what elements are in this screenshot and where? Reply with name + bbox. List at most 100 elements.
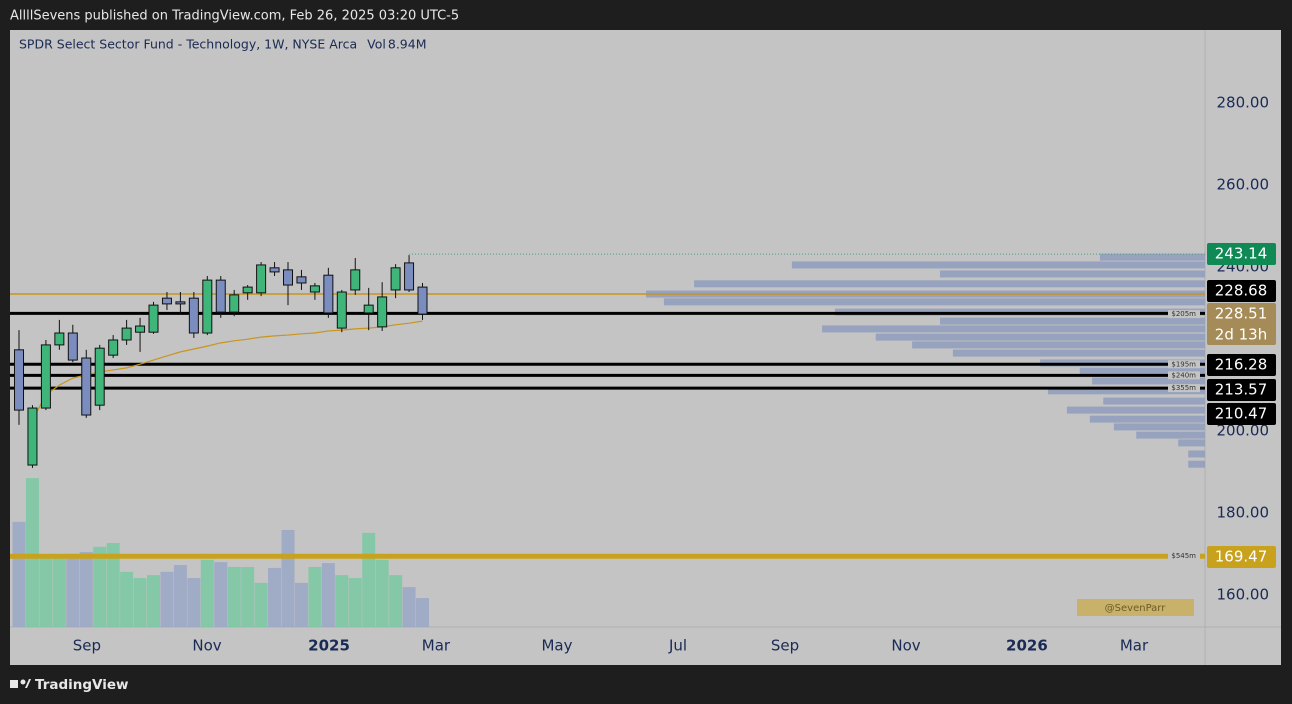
level-note: $545m <box>1171 552 1196 560</box>
candle-body <box>404 262 415 291</box>
volume-bar <box>362 532 376 627</box>
price-label-box <box>1207 243 1276 265</box>
watermark: @SevenParr <box>1105 603 1167 614</box>
level-note-bg <box>1168 371 1200 380</box>
x-tick-label: 2025 <box>308 637 350 655</box>
candle-body <box>215 279 226 313</box>
volume-profile-bar <box>940 270 1205 278</box>
volume-bar <box>12 521 26 627</box>
y-tick-label: 280.00 <box>1217 93 1270 111</box>
candle-body <box>121 327 132 341</box>
price-label-box <box>1207 354 1276 376</box>
volume-bar <box>389 575 403 627</box>
price-label: 169.47 <box>1215 548 1268 566</box>
volume-bar <box>416 597 430 627</box>
volume-bar <box>294 582 308 627</box>
volume-bar <box>254 582 268 627</box>
candle-body <box>283 269 294 286</box>
price-label-box <box>1207 379 1276 401</box>
volume-bar <box>200 559 214 627</box>
volume-bar <box>281 529 295 627</box>
volume-profile-bar <box>1092 377 1205 385</box>
candle-body <box>377 296 388 328</box>
level-note-bg <box>1168 310 1200 319</box>
y-tick-label: 200.00 <box>1217 422 1270 440</box>
price-label: 228.51 <box>1215 305 1268 323</box>
level-note-bg <box>1168 384 1200 393</box>
level-note: $205m <box>1171 310 1196 318</box>
volume-profile-bar <box>1103 397 1205 405</box>
volume-bar <box>241 566 255 627</box>
volume-profile-bar <box>663 298 1205 306</box>
countdown: 2d 13h <box>1215 326 1267 344</box>
x-tick-label: Jul <box>668 637 687 655</box>
candle-body <box>202 279 213 334</box>
volume-bar <box>79 552 93 627</box>
volume-bar <box>39 554 53 627</box>
volume-profile-bar <box>694 280 1205 288</box>
x-tick-label: Mar <box>422 637 451 655</box>
candle-body <box>336 291 347 329</box>
candle-body <box>161 297 172 305</box>
volume-bar <box>214 562 228 627</box>
candle-body <box>67 332 78 361</box>
x-tick-label: Sep <box>771 637 799 655</box>
volume-profile-bar <box>1113 423 1205 431</box>
candle-body <box>350 269 361 291</box>
candle-body <box>54 332 65 346</box>
volume-bar <box>402 587 416 627</box>
volume-bar <box>106 542 120 627</box>
x-tick-label: Mar <box>1120 637 1149 655</box>
volume-bar <box>227 566 241 627</box>
candle-body <box>27 407 38 466</box>
volume-profile-bar <box>952 349 1205 357</box>
level-note-bg <box>1168 552 1200 561</box>
price-label-box <box>1207 303 1276 345</box>
candle-body <box>14 349 25 411</box>
x-tick-label: Nov <box>192 637 221 655</box>
volume-profile-bar <box>912 341 1205 349</box>
volume-profile-bar <box>875 333 1205 341</box>
y-tick-label: 160.00 <box>1217 586 1270 604</box>
level-note: $240m <box>1171 371 1196 379</box>
volume-bar <box>147 575 161 627</box>
y-tick-label: 260.00 <box>1217 175 1270 193</box>
candle-body <box>135 325 146 333</box>
x-tick-label: Nov <box>891 637 920 655</box>
volume-profile-bar <box>791 261 1205 269</box>
candle-body <box>108 339 119 356</box>
volume-bar <box>321 563 335 627</box>
candle-body <box>229 294 240 313</box>
price-label-box <box>1207 546 1276 568</box>
volume-profile-bar <box>1089 415 1205 423</box>
logo <box>10 679 31 688</box>
footer: TradingView <box>35 677 129 693</box>
candle-body <box>417 286 428 315</box>
volume-bar <box>375 559 389 627</box>
price-label: 243.14 <box>1215 245 1268 263</box>
volume-bar <box>173 565 187 627</box>
y-tick-label: 180.00 <box>1217 504 1270 522</box>
level-note: $355m <box>1171 384 1196 392</box>
volume-bar <box>133 578 147 627</box>
price-label: 210.47 <box>1215 405 1268 423</box>
candle-body <box>269 267 280 273</box>
volume-value: 8.94M <box>388 37 427 52</box>
price-label: 228.68 <box>1215 282 1268 300</box>
volume-profile-bar <box>1066 406 1205 414</box>
volume-bar <box>348 578 362 627</box>
volume-profile-bar <box>1136 431 1205 439</box>
volume-profile-bar <box>1099 253 1205 261</box>
volume-bar <box>93 546 107 627</box>
volume-bar <box>52 554 66 627</box>
volume-label: Vol <box>367 37 386 52</box>
candle-body <box>323 274 334 314</box>
volume-bar <box>335 575 349 627</box>
price-label: 213.57 <box>1215 381 1268 399</box>
candle-body <box>148 304 159 333</box>
candle-body <box>242 286 253 294</box>
volume-bar <box>25 478 39 627</box>
candle-body <box>175 301 186 305</box>
